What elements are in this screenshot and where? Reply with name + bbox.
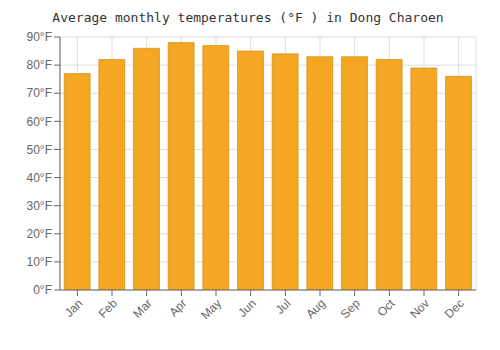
- svg-text:Dec: Dec: [442, 296, 467, 321]
- html-text:Average monthly temperatures (: Average monthly temperatures (°F ) in Do…: [52, 10, 444, 25]
- svg-text:20°F: 20°F: [27, 227, 52, 241]
- svg-text:Feb: Feb: [96, 296, 121, 321]
- svg-text:Oct: Oct: [374, 296, 398, 320]
- svg-text:Mar: Mar: [130, 296, 155, 321]
- svg-text:90°F: 90°F: [27, 30, 52, 44]
- svg-text:May: May: [198, 296, 224, 322]
- svg-text:Apr: Apr: [166, 296, 189, 319]
- svg-text:60°F: 60°F: [27, 115, 52, 129]
- svg-text:Sep: Sep: [338, 296, 363, 321]
- svg-text:50°F: 50°F: [27, 143, 52, 157]
- svg-text:Aug: Aug: [303, 296, 328, 321]
- svg-text:40°F: 40°F: [27, 171, 52, 185]
- svg-text:70°F: 70°F: [27, 86, 52, 100]
- svg-text:Jul: Jul: [273, 296, 294, 317]
- svg-text:10°F: 10°F: [27, 255, 52, 269]
- svg-text:30°F: 30°F: [27, 199, 52, 213]
- svg-text:80°F: 80°F: [27, 58, 52, 72]
- svg-text:Jun: Jun: [235, 296, 259, 320]
- svg-text:0°F: 0°F: [33, 283, 52, 297]
- svg-text:Jan: Jan: [62, 296, 86, 320]
- svg-text:Nov: Nov: [407, 296, 432, 321]
